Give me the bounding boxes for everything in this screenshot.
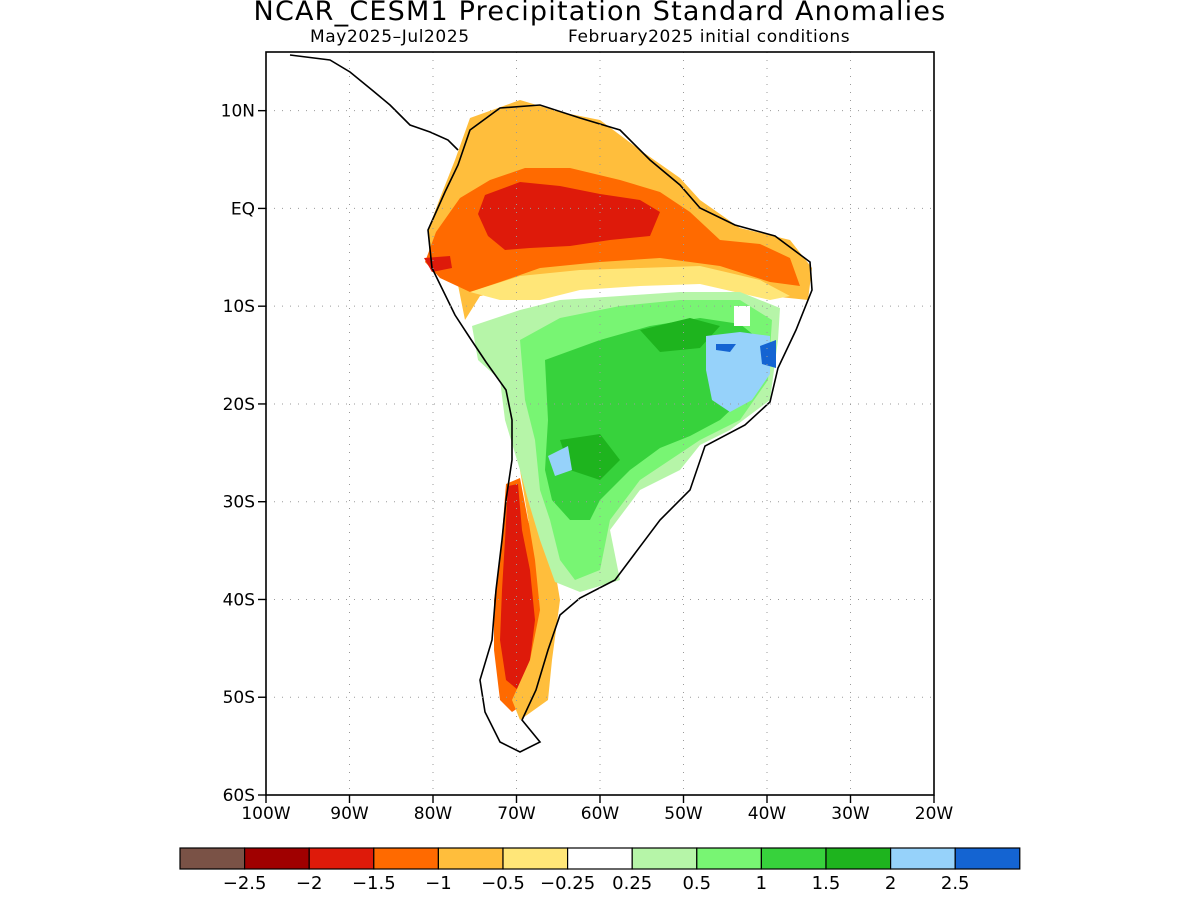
region-lightblue-east [706,332,770,412]
lat-tick-label: 60S [223,786,255,806]
lon-tick-label: 60W [581,804,620,824]
colorbar-label: 1.5 [812,873,841,894]
lat-tick-label: 10N [221,102,255,122]
colorbar-label: 0.5 [682,873,711,894]
colorbar-label: −2 [296,873,323,894]
colorbar-swatch [889,847,956,870]
lon-tick-label: 90W [330,804,369,824]
lon-tick-label: 100W [241,804,290,824]
map-title: NCAR_CESM1 Precipitation Standard Anomal… [253,0,947,27]
forecast-period: May2025–Jul2025 [310,27,470,47]
lat-tick-label: 20S [223,395,255,415]
colorbar: −2.5 −2 −1.5 −1 −0.5 −0.25 0.25 0.5 1 1.5 2 2.5 [179,847,1021,894]
lon-tick-label: 50W [664,804,703,824]
lat-tick-label: 30S [223,493,255,513]
region-neutral-patch [734,306,750,326]
colorbar-swatch [631,847,698,870]
anomaly-field [424,100,812,720]
colorbar-swatch [760,847,827,870]
region-lightblue-south [548,446,572,476]
region-blue-1 [760,340,776,368]
south-america-outline [427,104,813,753]
colorbar-swatch [437,847,504,870]
lon-tick-label: 40W [748,804,787,824]
lat-tick-label: 50S [223,688,255,708]
region-darkgreen-1 [640,318,720,352]
region-blue-2 [716,344,736,352]
colorbar-label: −2.5 [223,873,267,894]
colorbar-swatch [244,847,310,870]
colorbar-label: 1 [756,873,767,894]
colorbar-label: 0.25 [612,873,652,894]
colorbar-label: 2 [885,873,896,894]
region-andes-red [500,484,535,690]
region-darkgreen-2 [560,434,620,480]
colorbar-label: −0.25 [540,873,595,894]
coastline [289,54,813,753]
lon-tick-label: 80W [414,804,453,824]
central-america-outline [289,54,459,151]
lon-tick-label: 30W [831,804,870,824]
region-red [478,182,660,250]
colorbar-swatch [696,847,762,870]
colorbar-swatch [825,847,892,870]
colorbar-swatch [373,847,439,870]
colorbar-label: 2.5 [941,873,970,894]
colorbar-label: −1 [425,873,452,894]
lat-tick-label: 40S [223,590,255,610]
region-yellow-band [470,266,790,300]
lon-tick-label: 70W [497,804,536,824]
lat-tick-label: EQ [231,199,255,219]
colorbar-swatch [954,847,1021,870]
colorbar-swatch [566,847,633,870]
colorbar-swatch [502,847,569,870]
initial-conditions: February2025 initial conditions [568,27,851,47]
lat-tick-label: 10S [223,297,255,317]
lon-tick-label: 20W [915,804,954,824]
colorbar-swatch [308,847,375,870]
colorbar-label: −0.5 [481,873,525,894]
colorbar-swatch [179,847,246,870]
colorbar-label: −1.5 [352,873,396,894]
